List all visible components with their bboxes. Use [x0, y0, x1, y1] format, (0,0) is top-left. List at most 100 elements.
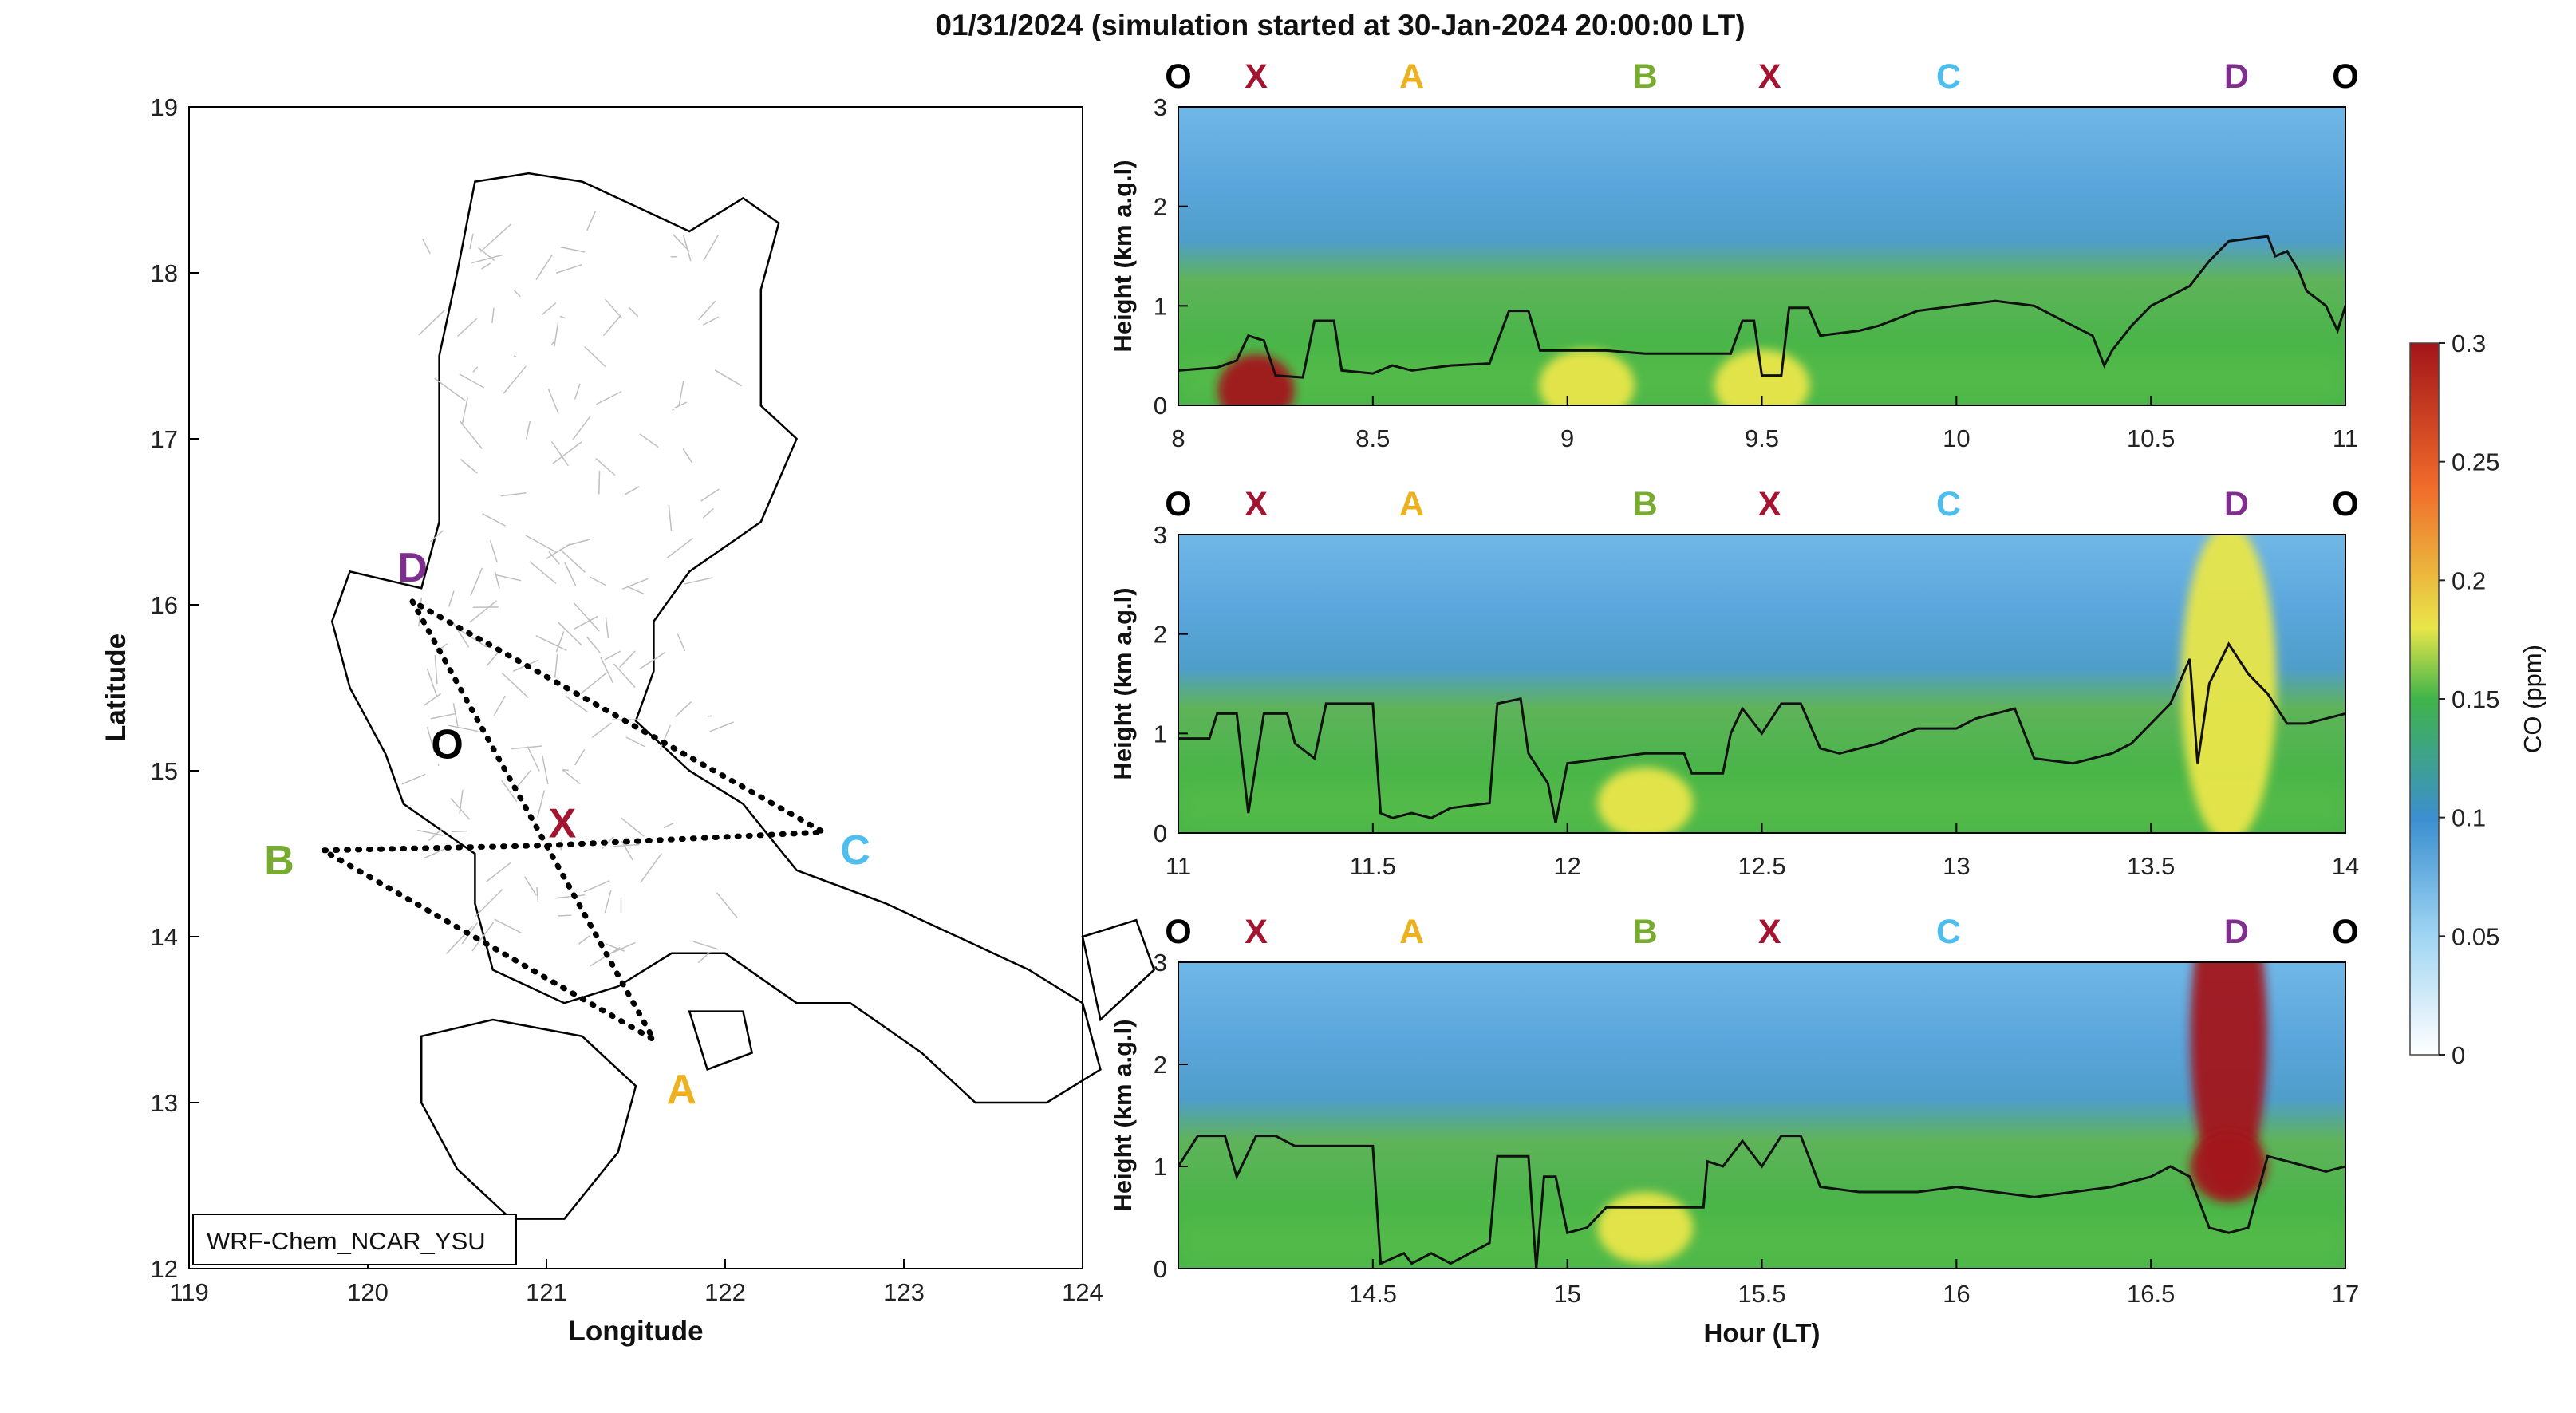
map-xtick-label: 122 [704, 1278, 746, 1306]
map-panel: 119 120 121 122 123 124 12 13 14 15 16 17 18 19 Longit… [101, 93, 1156, 1347]
panel-xtick-label: 15 [1553, 1280, 1580, 1308]
colorbar-tick-label: 0.05 [2452, 922, 2499, 950]
flight-route [313, 598, 834, 1048]
colorbar-scale [2409, 342, 2440, 1056]
colorbar-tick-label: 0.1 [2452, 804, 2486, 832]
location-marker-D: D [2224, 57, 2249, 96]
panel-xtick-label: 16.5 [2127, 1280, 2175, 1308]
panel-ylabel: Height (km a.g.l) [1109, 160, 1137, 352]
location-marker-X: X [1245, 485, 1268, 523]
location-marker-B: B [1633, 485, 1658, 523]
location-marker-D: D [2224, 485, 2249, 523]
co-hotspot [1714, 349, 1810, 405]
map-point-D: D [397, 545, 428, 591]
panel-ytick-label: 0 [1154, 1255, 1167, 1283]
location-marker-X: X [1245, 57, 1268, 96]
panel-ytick-label: 2 [1154, 1051, 1167, 1079]
panel-xtick-label: 8.5 [1355, 424, 1390, 452]
panel-ylabel: Height (km a.g.l) [1109, 1019, 1137, 1211]
map-point-C: C [840, 827, 870, 874]
heatmap-field [1178, 107, 2345, 405]
map-ytick-label: 15 [151, 757, 178, 785]
boundary-layer-line [1178, 1135, 2345, 1269]
panel-ytick-label: 0 [1154, 392, 1167, 420]
map-ytick-label: 13 [151, 1089, 178, 1117]
panel-xtick-label: 12.5 [1738, 852, 1785, 880]
model-annotation-box [192, 1214, 517, 1265]
panel-xtick-label: 9.5 [1745, 424, 1779, 452]
province-boundaries [401, 211, 743, 967]
colorbar-tick-label: 0.2 [2452, 566, 2486, 594]
landmass-marinduque [688, 1010, 754, 1072]
heatmap-field [1178, 535, 2345, 833]
location-marker-A: A [1399, 57, 1424, 96]
panel-ytick-label: 1 [1154, 292, 1167, 320]
panel-ytick-label: 2 [1154, 193, 1167, 221]
panel-ytick-label: 1 [1154, 1153, 1167, 1181]
panel-xtick-label: 14.5 [1349, 1280, 1397, 1308]
map-ytick-label: 18 [151, 259, 178, 287]
location-marker-X: X [1758, 485, 1781, 523]
map-xtick-label: 121 [526, 1278, 567, 1306]
co-hotspot [1539, 349, 1635, 405]
map-point-B: B [264, 838, 294, 884]
location-marker-B: B [1633, 57, 1658, 96]
panel-xtick-label: 17 [2332, 1280, 2359, 1308]
location-marker-D: D [2224, 913, 2249, 951]
panel-ytick-label: 3 [1154, 93, 1167, 121]
location-marker-O: O [2332, 485, 2358, 523]
landmass-catanduanes [1081, 918, 1156, 1022]
map-point-A: A [667, 1067, 697, 1113]
panel-xtick-label: 11.5 [1350, 852, 1396, 880]
panel-xtick-label: 10.5 [2127, 424, 2175, 452]
landmass-luzon [330, 172, 1102, 1104]
colorbar: 0 0.05 0.1 0.15 0.2 0.25 0.3 CO (ppm) [2409, 330, 2546, 1069]
map-point-O: O [431, 722, 463, 768]
panel-ytick-label: 3 [1154, 521, 1167, 549]
map-ytick-label: 16 [151, 591, 178, 619]
figure-title: 01/31/2024 (simulation started at 30-Jan… [935, 9, 1745, 41]
boundary-layer-line [1178, 235, 2345, 379]
map-xlabel: Longitude [568, 1316, 703, 1347]
map-ytick-label: 14 [151, 923, 178, 951]
location-marker-O: O [2332, 913, 2358, 951]
co-hotspot [1597, 1191, 1694, 1264]
location-marker-O: O [1165, 913, 1191, 951]
map-point-X: X [549, 801, 577, 847]
boundary-layer-line [1178, 641, 2345, 823]
height-panel-3: 14.5 15 15.5 16 16.5 17 0 1 2 3 Height (km a.g.l) H… [1109, 913, 2359, 1348]
colorbar-tick-label: 0.15 [2452, 685, 2499, 713]
map-xtick-label: 120 [347, 1278, 389, 1306]
panel-xtick-label: 8 [1171, 424, 1185, 452]
location-marker-B: B [1633, 913, 1658, 951]
location-marker-O: O [1165, 485, 1191, 523]
colorbar-tick-label: 0 [2452, 1041, 2465, 1069]
panel-xtick-label: 12 [1553, 852, 1580, 880]
location-marker-O: O [1165, 57, 1191, 96]
map-ylabel: Latitude [101, 633, 132, 742]
location-marker-C: C [1936, 913, 1961, 951]
model-annotation: WRF-Chem_NCAR_YSU [207, 1227, 486, 1255]
panel-ylabel: Height (km a.g.l) [1109, 587, 1137, 780]
map-ytick-label: 12 [151, 1255, 178, 1283]
map-ytick-label: 17 [151, 425, 178, 453]
location-marker-A: A [1399, 913, 1424, 951]
co-hotspot [2180, 535, 2277, 833]
panel-ytick-label: 1 [1154, 720, 1167, 748]
landmass-mindoro [420, 1018, 637, 1220]
panel-xtick-label: 13.5 [2127, 852, 2175, 880]
panel-xtick-label: 11 [1166, 852, 1191, 880]
map-xtick-label: 123 [883, 1278, 925, 1306]
colorbar-tick-label: 0.25 [2452, 448, 2499, 476]
colorbar-label: CO (ppm) [2519, 645, 2546, 753]
map-xtick-label: 119 [169, 1278, 208, 1306]
location-marker-X: X [1245, 913, 1268, 951]
co-hotspot [1597, 767, 1694, 833]
panel-xtick-label: 15.5 [1738, 1280, 1785, 1308]
panel-xtick-label: 11 [2333, 424, 2358, 452]
panel-xtick-label: 13 [1943, 852, 1970, 880]
height-panel-1: 8 8.5 9 9.5 10 10.5 11 0 1 2 3 Height (km a.g.l) O X A… [1109, 57, 2359, 452]
co-hotspot [1217, 354, 1295, 405]
